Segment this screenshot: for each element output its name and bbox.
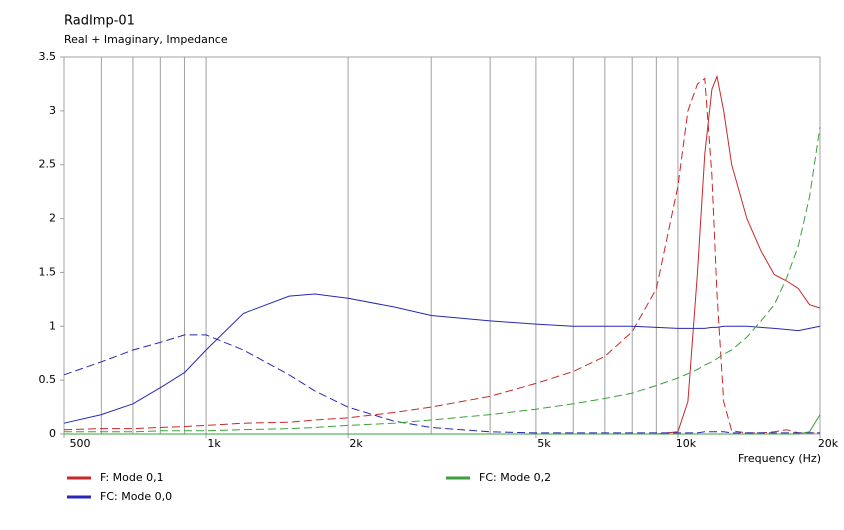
y-tick-label: 1 [49,319,56,332]
x-tick-label: 1k [207,437,221,450]
y-tick-label: 3.5 [39,50,57,63]
real-line [64,414,821,435]
imaginary-line [63,334,820,434]
y-tick-label: 2.5 [39,158,57,171]
legend-label: FC: Mode 0,2 [479,471,551,484]
x-tick-label: 2k [349,437,363,450]
chart-subtitle: Real + Imaginary, Impedance [64,33,228,46]
legend-label: FC: Mode 0,0 [100,490,172,503]
y-tick-label: 2 [49,212,56,225]
y-tick-label: 1.5 [39,265,57,278]
chart-title: RadImp-01 [64,14,135,29]
legend-label: F: Mode 0,1 [100,471,164,484]
x-axis-label: Frequency (Hz) [738,452,821,465]
x-tick-label: 10k [676,437,697,450]
y-tick-label: 0 [49,427,56,440]
imaginary-line [64,126,821,433]
x-tick-label: 500 [70,437,91,450]
y-tick-label: 0.5 [39,373,57,386]
y-tick-label: 3 [49,104,56,117]
x-tick-label: 5k [537,437,551,450]
x-tick-label: 20k [818,437,839,450]
